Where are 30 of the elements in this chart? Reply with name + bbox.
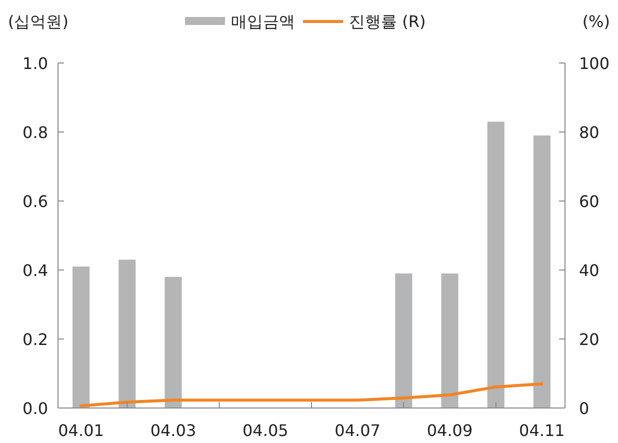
- bar: [533, 135, 550, 408]
- bar: [441, 273, 458, 408]
- y-tick-label: 0.8: [22, 123, 48, 142]
- y-tick-label: 1.0: [22, 54, 48, 73]
- y-tick-label: 0.0: [22, 399, 48, 418]
- bar: [395, 273, 412, 408]
- y2-tick-label: 0: [579, 399, 590, 418]
- bar: [164, 276, 182, 408]
- bar: [487, 122, 504, 408]
- y2-tick-label: 20: [579, 330, 600, 349]
- y-tick-label: 0.4: [22, 261, 48, 280]
- bar: [118, 260, 136, 408]
- legend-label: 매입금액: [231, 12, 295, 31]
- y2-tick-label: 60: [579, 192, 600, 211]
- y2-tick-label: 80: [579, 123, 600, 142]
- x-tick-label: 04.09: [426, 421, 473, 440]
- bar: [72, 266, 90, 408]
- y2-tick-label: 100: [579, 54, 610, 73]
- x-tick-label: 04.07: [334, 421, 380, 440]
- x-tick-label: 04.01: [58, 421, 104, 440]
- x-tick-label: 04.11: [519, 421, 565, 440]
- y-tick-label: 0.6: [22, 192, 48, 211]
- x-tick-label: 04.05: [242, 421, 288, 440]
- y-axis-title: (십억원): [8, 12, 68, 31]
- y-tick-label: 0.2: [22, 330, 48, 349]
- y2-axis-title: (%): [582, 12, 610, 31]
- line-series: [80, 382, 544, 408]
- legend-label: 진행률 (R): [349, 12, 426, 31]
- x-tick-label: 04.03: [150, 421, 196, 440]
- y2-tick-label: 40: [579, 261, 600, 280]
